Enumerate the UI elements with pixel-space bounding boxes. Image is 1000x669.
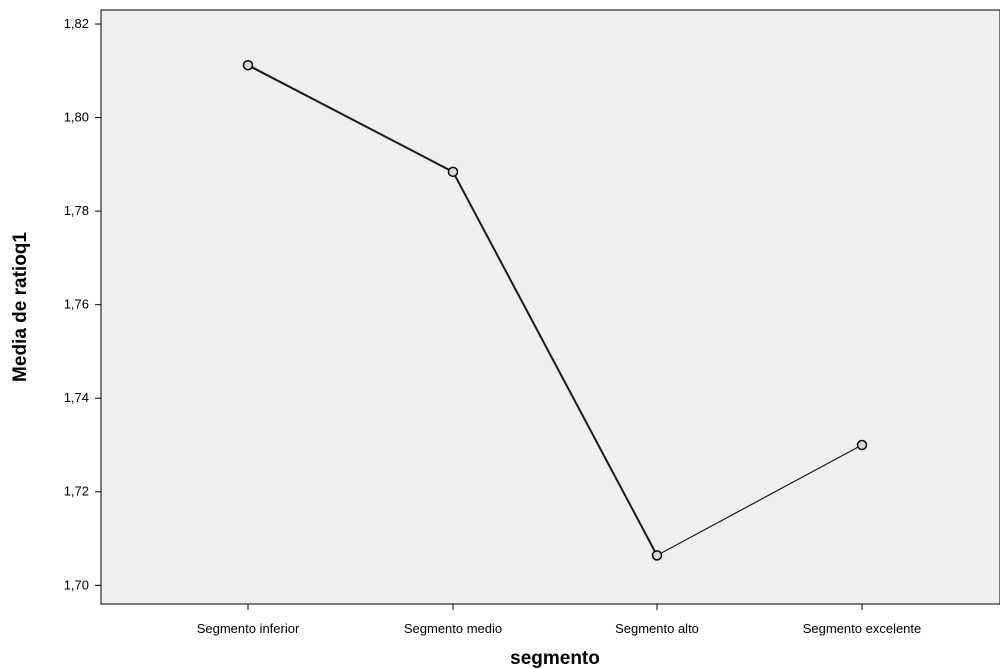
y-tick-label: 1,76 [64,297,89,312]
series-line-segment [452,171,658,556]
plot-area [100,9,1000,605]
y-axis-title: Media de ratioq1 [10,232,31,382]
x-tick-label: Segmento medio [404,621,502,636]
series-line-segment [247,64,454,173]
x-tick-label: Segmento alto [615,621,699,636]
y-tick-label: 1,78 [64,203,89,218]
y-axis: 1,70 1,72 1,74 1,76 1,78 1,80 1,82 [64,16,101,592]
data-point [651,550,663,561]
x-axis: Segmento inferior Segmento medio Segmento … [197,604,922,636]
data-point [856,439,868,451]
y-tick-label: 1,80 [64,110,89,125]
data-point [447,166,459,178]
x-axis-title: segmento [510,648,600,669]
y-tick-label: 1,70 [64,577,89,592]
data-point [242,59,254,71]
series-line-segment [656,444,863,556]
y-tick-label: 1,72 [64,484,89,499]
y-tick-label: 1,82 [64,16,89,31]
series-layer [242,59,868,561]
x-tick-label: Segmento inferior [197,621,300,636]
x-tick-label: Segmento excelente [803,621,922,636]
y-tick-label: 1,74 [64,390,89,405]
